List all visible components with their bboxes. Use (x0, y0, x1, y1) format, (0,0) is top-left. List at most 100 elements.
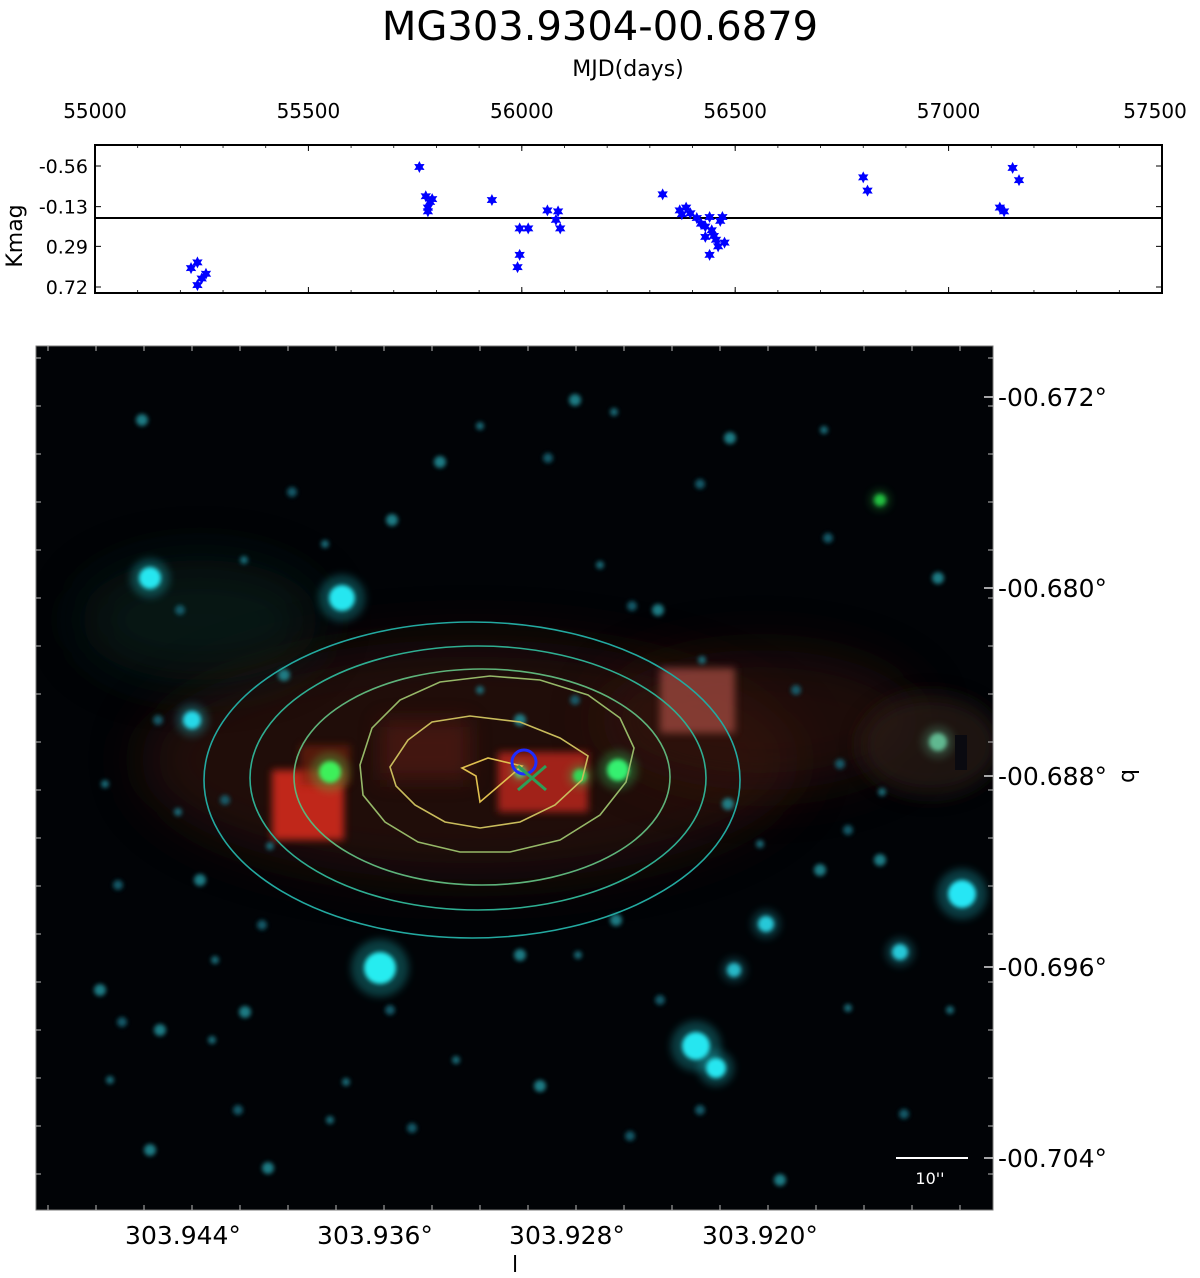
y-tick-label: -0.13 (39, 197, 88, 219)
faint-star (932, 572, 944, 584)
faint-star (695, 1105, 705, 1115)
faint-star (610, 914, 622, 926)
faint-star (452, 1056, 460, 1064)
star (364, 952, 396, 984)
faint-star (627, 601, 637, 611)
faint-star (101, 780, 109, 788)
data-point (512, 261, 523, 274)
image-edge (955, 735, 967, 770)
light-curve-ticks (94, 145, 1163, 293)
faint-star (208, 1036, 216, 1044)
image-y-tick-label: -00.704° (998, 1144, 1107, 1173)
star (929, 733, 947, 751)
image-y-tick-label: -00.672° (998, 383, 1107, 412)
light-curve-panel: MJD(days) 55000 55500 56000 56500 57000 57500… (3, 57, 1187, 299)
faint-star (698, 656, 706, 664)
image-x-tick-label: 303.928° (509, 1221, 625, 1250)
image-x-tick-label: 303.936° (317, 1221, 433, 1250)
data-point (422, 205, 434, 218)
faint-star (791, 685, 801, 695)
red-source (660, 668, 735, 733)
image-y-axis-title: b (1116, 769, 1141, 783)
contour (359, 675, 635, 853)
image-frame (35, 345, 994, 1211)
chart-title: MG303.9304-00.6879 (381, 4, 819, 50)
data-point (1007, 161, 1018, 174)
star-field (94, 394, 988, 1186)
star (329, 585, 355, 611)
data-point (414, 160, 425, 173)
y-tick-label: 0.29 (46, 236, 88, 258)
x-tick-label: 56000 (490, 99, 554, 123)
faint-star (844, 1004, 852, 1012)
data-point (704, 248, 715, 261)
star (948, 880, 976, 908)
faint-star (385, 1005, 395, 1015)
scale-bar-label: 10'' (915, 1169, 944, 1188)
faint-star (610, 408, 618, 416)
data-point (514, 222, 525, 235)
faint-star (174, 808, 182, 816)
contour (389, 715, 589, 829)
faint-star (211, 956, 219, 964)
faint-star (106, 1076, 114, 1084)
faint-star (153, 715, 163, 725)
data-point (542, 204, 553, 217)
faint-star (946, 1006, 954, 1014)
faint-star (154, 1024, 166, 1036)
star (874, 494, 886, 506)
image-x-tick-label: 303.944° (125, 1221, 241, 1250)
faint-star (113, 880, 123, 890)
x-tick-label: 57000 (917, 99, 981, 123)
image-y-tick-label: -00.696° (998, 953, 1107, 982)
image-ticks (36, 346, 993, 1210)
y-axis-title: Kmag (3, 204, 28, 267)
star (183, 711, 201, 729)
faint-star (774, 1174, 786, 1186)
faint-star (756, 840, 764, 848)
faint-star (240, 556, 248, 564)
faint-star (625, 1131, 635, 1141)
x-tick-label: 55000 (63, 99, 127, 123)
star (682, 1032, 710, 1060)
data-point (1013, 174, 1025, 187)
faint-star (596, 561, 604, 569)
faint-star (476, 422, 484, 430)
contour (203, 621, 741, 939)
image-x-axis-title: l (512, 1253, 518, 1278)
faint-star (724, 432, 736, 444)
x-tick-label: 56500 (703, 99, 767, 123)
faint-star (386, 514, 398, 526)
faint-star (569, 394, 581, 406)
faint-star (342, 1078, 350, 1086)
data-point (552, 205, 564, 218)
faint-star (570, 695, 580, 705)
faint-star (823, 533, 833, 543)
x-axis-title: MJD(days) (572, 57, 684, 82)
data-point (657, 188, 668, 201)
data-point (486, 194, 498, 207)
image-y-tick-label: -00.688° (998, 762, 1107, 791)
faint-star (239, 1006, 251, 1018)
star (727, 963, 741, 977)
contour (293, 668, 671, 886)
faint-star (574, 951, 582, 959)
source-x-marker (517, 764, 547, 792)
faint-star (878, 788, 886, 796)
faint-star (220, 795, 230, 805)
faint-star (407, 1123, 417, 1133)
faint-star (835, 759, 845, 769)
faint-star (434, 456, 446, 468)
faint-star (722, 798, 734, 810)
faint-star (326, 1116, 334, 1124)
faint-star (194, 874, 206, 886)
x-tick-label: 57500 (1123, 99, 1187, 123)
image-x-tick-labels: 303.944° 303.936° 303.928° 303.920° (125, 1221, 818, 1250)
faint-star (136, 414, 148, 426)
source-circle-marker (510, 748, 538, 776)
sky-image-panel: 10'' 303.944° 303.936° 303.928° 303.920° -0… (35, 345, 1141, 1278)
light-curve-frame (94, 144, 1163, 294)
faint-star (321, 540, 329, 548)
faint-star (233, 1105, 243, 1115)
star (607, 759, 629, 781)
